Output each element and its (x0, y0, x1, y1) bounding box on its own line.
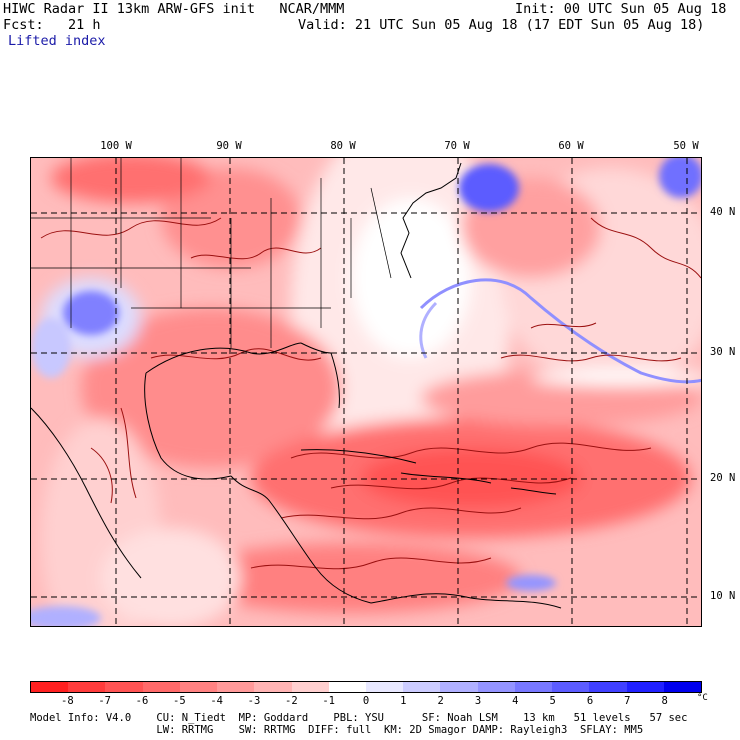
colorbar-swatch (626, 682, 664, 692)
colorbar-swatch (514, 682, 553, 692)
colorbar-swatch (403, 682, 441, 692)
colorbar-tick-label: -4 (210, 695, 223, 707)
colorbar-swatch (68, 682, 106, 692)
colorbar-tick-label: 7 (624, 695, 631, 707)
colorbar-tick-label: 1 (400, 695, 407, 707)
colorbar-swatch (365, 682, 404, 692)
colorbar-swatch (552, 682, 590, 692)
colorbar-swatch (440, 682, 478, 692)
map-svg (31, 158, 701, 626)
coastlines (31, 162, 562, 609)
colorbar-tick-label: -6 (135, 695, 149, 707)
colorbar-tick-label: -5 (173, 695, 186, 707)
colorbar-swatch (291, 682, 329, 692)
lon-label-80w: 80 W (330, 140, 356, 152)
colorbar-tick-label: 5 (549, 695, 556, 707)
lifted-index-map (30, 157, 702, 627)
colorbar-swatch (589, 682, 627, 692)
field-shading (41, 158, 701, 626)
colorbar-tick-label: 3 (474, 695, 482, 707)
colorbar-swatch (254, 682, 292, 692)
colorbar-swatch (328, 682, 366, 692)
lon-label-90w: 90 W (216, 140, 242, 152)
streak-band (419, 278, 701, 384)
lon-label-60w: 60 W (558, 140, 584, 152)
lat-label-10n: 10 N (710, 590, 736, 602)
colorbar-swatch (105, 682, 143, 692)
lat-lon-grid (31, 158, 701, 626)
lon-label-100w: 100 W (100, 140, 132, 152)
streak-band-2 (419, 301, 438, 359)
lat-label-20n: 20 N (710, 472, 736, 484)
colorbar-swatch (179, 682, 218, 692)
colorbar-tick-label: 2 (437, 695, 444, 707)
valid-time: Valid: 21 UTC Sun 05 Aug 18 (17 EDT Sun … (298, 17, 705, 33)
colorbar-tick-label: -7 (98, 695, 111, 707)
colorbar-tick-label: 0 (362, 695, 370, 707)
colorbar-unit: °C (697, 693, 708, 703)
colorbar-tick-label: 8 (661, 695, 668, 707)
lon-label-50w: 50 W (673, 140, 699, 152)
footer-model-info: Model Info: V4.0 CU: N_Tiedt MP: Goddard… (30, 712, 688, 724)
model-title: HIWC Radar II 13km ARW-GFS init NCAR/MMM (3, 1, 345, 17)
lat-label-40n: 40 N (710, 206, 736, 218)
colorbar-tick-label: -1 (322, 695, 335, 707)
init-time: Init: 00 UTC Sun 05 Aug 18 (515, 1, 727, 17)
footer-physics: LW: RRTMG SW: RRTMG DIFF: full KM: 2D Sm… (30, 724, 644, 736)
colorbar-tick-label: -2 (285, 695, 298, 707)
colorbar-tick-label: -3 (247, 695, 261, 707)
forecast-hour: Fcst: 21 h (3, 17, 101, 33)
colorbar-swatch (477, 682, 515, 692)
state-borders (31, 158, 392, 348)
colorbar-swatch (217, 682, 255, 692)
colorbar-swatch (31, 682, 69, 692)
colorbar-tick-label: 4 (512, 695, 519, 707)
field-name: Lifted index (8, 33, 106, 49)
colorbar-tick-label: -8 (61, 695, 74, 707)
lat-label-30n: 30 N (710, 346, 736, 358)
colorbar-tick-label: 6 (586, 695, 594, 707)
colorbar (30, 681, 702, 693)
lon-label-70w: 70 W (444, 140, 470, 152)
contour-lines (40, 217, 701, 570)
colorbar-swatch (142, 682, 180, 692)
colorbar-swatch (663, 682, 701, 692)
positive-index-zones (31, 158, 701, 626)
